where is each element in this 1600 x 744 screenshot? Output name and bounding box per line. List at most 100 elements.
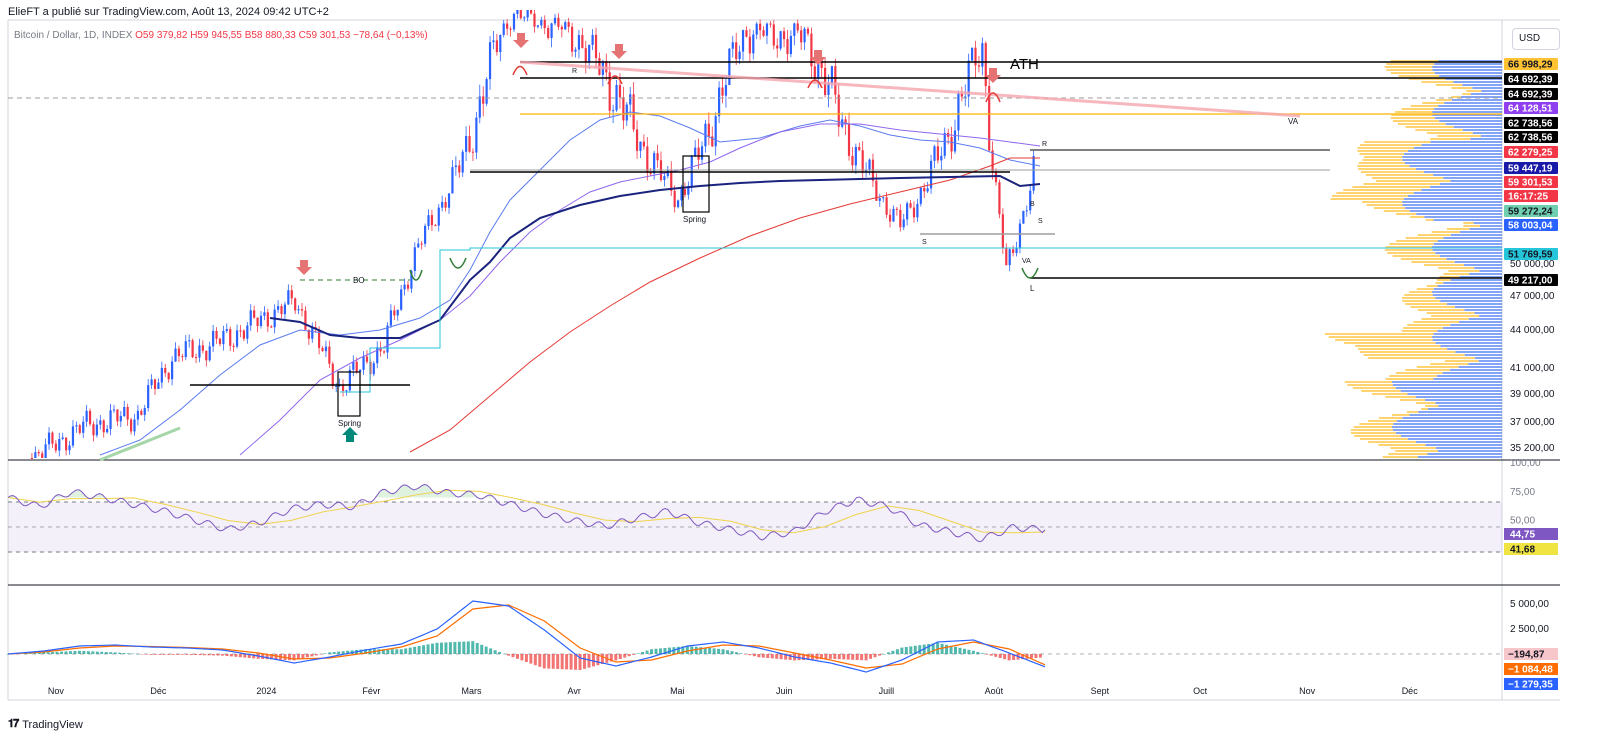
volume-profile-bar bbox=[1472, 132, 1502, 134]
volume-profile-bar bbox=[1468, 363, 1502, 365]
macd-histogram-bar bbox=[314, 654, 318, 656]
volume-profile-bar bbox=[1434, 108, 1502, 110]
candle bbox=[1015, 241, 1018, 257]
rsi-overbought-fill bbox=[8, 484, 1045, 498]
candle bbox=[164, 363, 167, 377]
volume-profile-bar bbox=[1425, 399, 1502, 401]
volume-profile-bar bbox=[1434, 117, 1502, 119]
volume-profile-bar bbox=[1474, 312, 1502, 314]
candle bbox=[393, 305, 396, 321]
macd-histogram-bar bbox=[998, 654, 1002, 658]
annotation-texts: ATH BO Spring Spring VA VA R R S S B L bbox=[338, 56, 1299, 428]
volume-profile-bar bbox=[1433, 378, 1502, 380]
volume-profile-bar bbox=[1417, 456, 1502, 458]
macd-histogram-bar bbox=[198, 654, 202, 656]
volume-profile-bar bbox=[1462, 84, 1502, 86]
volume-profile-bar bbox=[1472, 87, 1502, 89]
volume-profile-bar bbox=[1447, 348, 1502, 350]
footer-brand[interactable]: 𝟏𝟕 TradingView bbox=[8, 718, 83, 731]
volume-profile-bar bbox=[1431, 231, 1460, 233]
candle bbox=[834, 58, 837, 104]
macd-histogram-bar bbox=[68, 651, 72, 654]
sell-arrow-icon bbox=[810, 50, 826, 65]
candle bbox=[533, 10, 536, 33]
time-tick-label: Nov bbox=[1299, 686, 1316, 696]
close-value: C59 301,53 bbox=[298, 30, 351, 41]
candle bbox=[769, 21, 772, 28]
price-badge: 51 769,59 bbox=[1504, 248, 1558, 261]
macd-histogram-bar bbox=[95, 651, 99, 654]
volume-profile-bar bbox=[1416, 402, 1436, 404]
macd-histogram-bar bbox=[359, 649, 363, 654]
candle bbox=[34, 446, 37, 458]
candle bbox=[208, 341, 211, 362]
currency-selector[interactable]: USD bbox=[1512, 28, 1560, 50]
candle bbox=[878, 193, 881, 207]
volume-profile-bar bbox=[1451, 96, 1461, 98]
candle bbox=[37, 449, 40, 457]
macd-histogram-bar bbox=[100, 651, 104, 654]
macd-histogram-bar bbox=[891, 650, 895, 654]
macd-histogram-bar bbox=[721, 649, 725, 654]
macd-histogram-bar bbox=[609, 654, 613, 662]
candle bbox=[601, 59, 604, 87]
volume-profile-bar bbox=[1470, 93, 1502, 95]
candle bbox=[147, 379, 150, 412]
candle bbox=[906, 201, 909, 226]
macd-histogram-bar bbox=[207, 654, 211, 656]
volume-profile-bar bbox=[1439, 120, 1502, 122]
price-badge-text: 64 128,51 bbox=[1508, 104, 1553, 115]
candle bbox=[311, 322, 314, 343]
volume-profile-bar bbox=[1362, 159, 1403, 161]
volume-profile-bar bbox=[1403, 327, 1443, 329]
volume-profile-bar bbox=[1430, 138, 1471, 140]
candle bbox=[461, 149, 464, 177]
candle bbox=[229, 326, 232, 352]
macd-histogram-bar bbox=[390, 649, 394, 654]
volume-profile-bar bbox=[1407, 393, 1502, 395]
price-badge-text: 64 692,39 bbox=[1508, 90, 1553, 101]
candle bbox=[253, 305, 256, 319]
macd-y-axis[interactable]: 2 500,00 5 000,00 bbox=[1510, 599, 1549, 635]
volume-profile-bar bbox=[1432, 249, 1502, 251]
candle bbox=[92, 421, 95, 442]
volume-profile-bar bbox=[1359, 153, 1405, 155]
candle bbox=[249, 304, 252, 331]
volume-profile-bar bbox=[1352, 387, 1396, 389]
macd-histogram-bar bbox=[842, 654, 846, 660]
spring-label-jan: Spring bbox=[338, 419, 361, 428]
macd-histogram-bar bbox=[444, 642, 448, 654]
volume-profile-bar bbox=[1442, 372, 1502, 374]
macd-histogram-bar bbox=[480, 644, 484, 654]
volume-profile-bar bbox=[1402, 204, 1502, 206]
macd-histogram-bar bbox=[1007, 654, 1011, 661]
macd-histogram-bar bbox=[305, 654, 309, 658]
macd-histogram-bar bbox=[234, 654, 238, 657]
time-axis[interactable]: Nov Déc 2024 Févr Mars Avr Mai Juin Juill Août Sep… bbox=[48, 686, 1418, 696]
candle bbox=[287, 284, 290, 305]
candle bbox=[376, 341, 379, 369]
volume-profile-bar bbox=[1410, 306, 1455, 308]
volume-profile-bar bbox=[1416, 366, 1459, 368]
macd-histogram-bar bbox=[511, 654, 515, 658]
macd-histogram-bar bbox=[158, 654, 162, 655]
candle bbox=[697, 138, 700, 169]
candle bbox=[888, 208, 892, 228]
volume-profile-bar bbox=[1481, 90, 1502, 92]
candle bbox=[372, 361, 375, 377]
rsi-signal-line bbox=[7, 489, 1046, 534]
macd-histogram-bar bbox=[471, 641, 475, 654]
candle bbox=[314, 321, 317, 333]
candle bbox=[160, 361, 163, 389]
symbol-title[interactable]: Bitcoin / Dollar, 1D, INDEX bbox=[14, 30, 133, 41]
volume-profile-bar bbox=[1440, 300, 1502, 302]
candle bbox=[417, 237, 420, 248]
time-tick-label: Juin bbox=[776, 686, 793, 696]
volume-profile-bar bbox=[1352, 186, 1431, 188]
volume-profile-bar bbox=[1450, 279, 1502, 281]
macd-histogram-bar bbox=[167, 654, 171, 655]
bo-label: BO bbox=[353, 276, 365, 285]
volume-profile-bar bbox=[1473, 222, 1502, 224]
